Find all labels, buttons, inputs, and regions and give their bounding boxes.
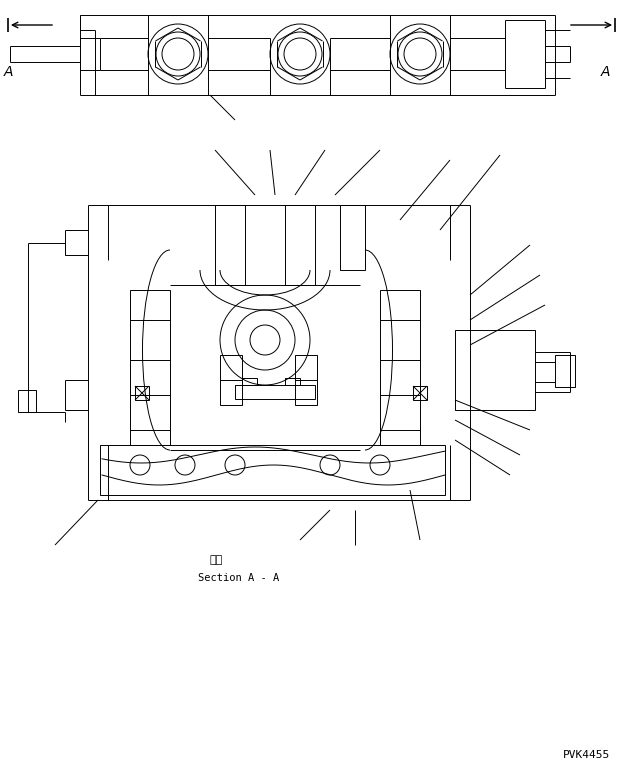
Bar	[100, 445, 445, 495]
Bar	[455, 330, 535, 410]
Bar	[285, 205, 315, 285]
Bar	[285, 378, 300, 385]
Text: A: A	[600, 65, 610, 79]
Bar	[555, 355, 575, 387]
Text: PVK4455: PVK4455	[563, 750, 610, 760]
Bar	[242, 378, 257, 385]
Bar	[130, 290, 170, 445]
Bar	[135, 386, 149, 400]
Text: 断面: 断面	[210, 555, 223, 565]
Bar	[215, 205, 245, 285]
Text: A: A	[3, 65, 12, 79]
Bar	[380, 290, 420, 445]
Bar	[235, 385, 315, 399]
Bar	[295, 355, 317, 405]
Bar	[220, 355, 242, 405]
Text: Section A - A: Section A - A	[198, 573, 279, 583]
Bar	[413, 386, 427, 400]
Bar	[18, 390, 36, 412]
Bar	[340, 205, 365, 270]
